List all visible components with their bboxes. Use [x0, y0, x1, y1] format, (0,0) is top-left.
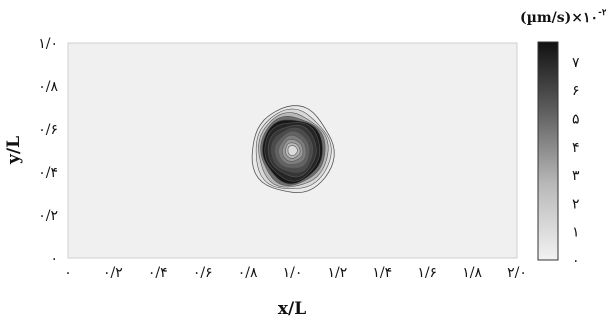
y-tick-label: ۱/۰: [38, 36, 58, 52]
x-tick-label: ۱/۲: [328, 265, 348, 281]
x-tick-label: ۰/۴: [148, 265, 168, 281]
colorbar-unit: (µm/s)×۱۰: [520, 10, 598, 26]
colorbar-tick-label: ۳: [572, 168, 580, 184]
colorbar-tick-labels: ۰ ۱ ۲ ۳ ۴ ۵ ۶ ۷: [572, 55, 580, 269]
y-tick-labels: ۰ ۰/۲ ۰/۴ ۰/۶ ۰/۸ ۱/۰: [38, 36, 58, 267]
x-axis-label: x/L: [278, 299, 306, 319]
colorbar: [537, 41, 559, 261]
x-tick-label: ۰/۲: [103, 265, 123, 281]
y-tick-label: ۰/۲: [38, 208, 58, 224]
y-axis-label: y/L: [4, 136, 24, 165]
colorbar-tick-label: ۷: [572, 55, 580, 71]
x-tick-label: ۱/۶: [417, 265, 437, 281]
colorbar-tick-label: ۱: [572, 225, 580, 241]
contour-level-12: [287, 145, 298, 157]
colorbar-tick-label: ۴: [572, 140, 580, 156]
colorbar-title: (µm/s)×۱۰-۲: [520, 8, 606, 26]
x-tick-label: ۱/۸: [462, 265, 482, 281]
x-tick-label: ۱/۴: [372, 265, 392, 281]
x-tick-labels: ۰ ۰/۲ ۰/۴ ۰/۶ ۰/۸ ۱/۰ ۱/۲ ۱/۴ ۱/۶ ۱/۸ ۲/۰: [64, 265, 527, 281]
colorbar-tick-label: ۵: [572, 111, 580, 127]
y-tick-label: ۰/۸: [38, 79, 58, 95]
x-tick-label: ۱/۰: [283, 265, 303, 281]
x-tick-label: ۰/۶: [193, 265, 213, 281]
y-tick-label: ۰: [50, 251, 58, 267]
contour-group: [251, 105, 335, 194]
colorbar-tick-label: ۰: [572, 253, 580, 269]
x-tick-label: ۰: [64, 265, 72, 281]
colorbar-tick-label: ۶: [572, 83, 580, 99]
x-tick-label: ۰/۸: [238, 265, 258, 281]
y-tick-label: ۰/۴: [38, 165, 58, 181]
colorbar-tick-label: ۲: [572, 196, 580, 212]
x-tick-label: ۲/۰: [507, 265, 527, 281]
y-tick-label: ۰/۶: [38, 122, 58, 138]
colorbar-exponent: -۲: [598, 8, 606, 18]
